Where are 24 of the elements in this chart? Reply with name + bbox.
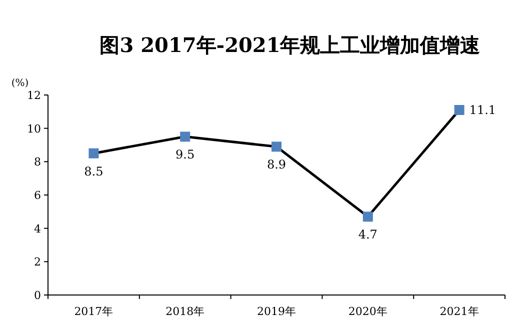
data-label: 8.9 — [266, 158, 286, 172]
y-tick-label: 12 — [27, 89, 41, 102]
point — [180, 132, 190, 142]
point — [88, 148, 99, 158]
point — [272, 142, 282, 152]
point — [362, 212, 373, 222]
y-tick-label: 4 — [34, 222, 41, 236]
x-tick-label: 2020年 — [348, 305, 388, 318]
y-tick-label: 10 — [27, 122, 41, 136]
y-tick-label: 0 — [34, 289, 41, 302]
x-tick-label: 2017年 — [74, 305, 114, 318]
data-label: 9.5 — [176, 148, 195, 162]
x-tick-label: 2021年 — [440, 305, 479, 318]
y-tick-label: 2 — [34, 256, 41, 269]
data-label: 11.1 — [469, 103, 496, 117]
chart-title: 图3 2017年-2021年规上工业增加值增速 — [100, 33, 480, 57]
x-tick-label: 2018年 — [166, 305, 205, 318]
data-label: 8.5 — [84, 164, 104, 178]
y-tick-label: 8 — [34, 156, 41, 169]
y-axis-title: (%) — [11, 78, 29, 89]
y-tick-label: 6 — [34, 189, 41, 202]
point — [454, 105, 464, 115]
data-label: 4.7 — [358, 228, 378, 242]
x-tick-label: 2019年 — [257, 305, 296, 318]
